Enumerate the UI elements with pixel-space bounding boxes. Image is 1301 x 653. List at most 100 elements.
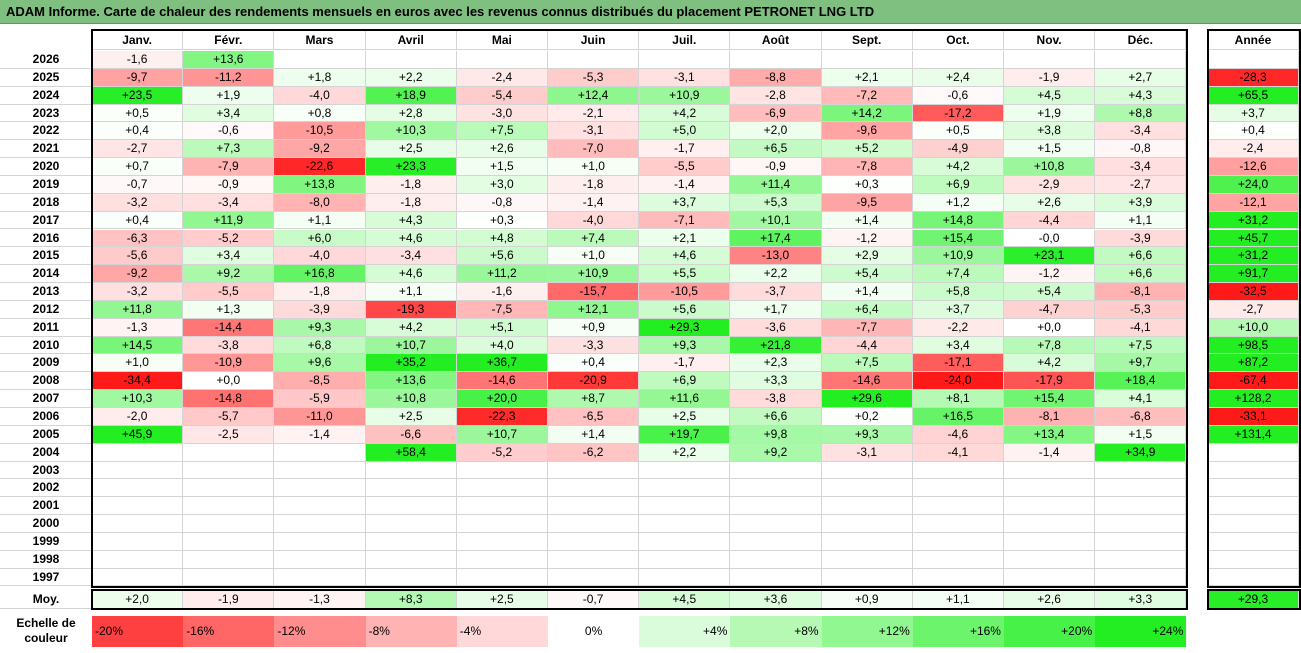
heatmap-cell: +1,9 xyxy=(1004,104,1096,123)
heatmap-cell: -1,4 xyxy=(1004,443,1096,462)
heatmap-cell: -1,2 xyxy=(821,229,913,248)
heatmap-cell: -6,8 xyxy=(1095,408,1187,426)
heatmap-cell: -2,7 xyxy=(1095,175,1187,194)
heatmap-cell: +3,0 xyxy=(456,175,548,194)
heatmap-cell: -1,4 xyxy=(639,175,731,194)
heatmap-cell: +0,4 xyxy=(548,354,640,373)
annual-cell: -2,7 xyxy=(1208,300,1299,319)
month-header: Janv. xyxy=(92,30,184,50)
heatmap-cell: +9,3 xyxy=(639,336,731,355)
heatmap-cell xyxy=(821,515,913,533)
heatmap-cell: -2,5 xyxy=(183,425,275,444)
heatmap-cell: -1,2 xyxy=(1004,265,1096,284)
heatmap-cell xyxy=(456,479,548,498)
heatmap-cell: -6,6 xyxy=(365,425,457,444)
heatmap-cell xyxy=(821,461,913,480)
heatmap-cell: -3,6 xyxy=(730,318,822,337)
heatmap-cell: -3,3 xyxy=(548,336,640,355)
month-header: Nov. xyxy=(1004,30,1096,50)
heatmap-cell: +10,9 xyxy=(639,86,731,105)
heatmap-cell: +2,5 xyxy=(365,408,457,426)
heatmap-cell: -14,8 xyxy=(183,390,275,408)
heatmap-cell: -3,8 xyxy=(183,336,275,355)
heatmap-cell: +0,5 xyxy=(912,122,1004,141)
heatmap-cell: -11,2 xyxy=(183,68,275,87)
heatmap-cell: -4,9 xyxy=(912,140,1004,159)
year-label: 2002 xyxy=(0,479,92,498)
heatmap-cell: -24,0 xyxy=(912,372,1004,391)
heatmap-cell: +1,5 xyxy=(456,158,548,176)
color-scale-swatch: +8% xyxy=(730,616,822,647)
heatmap-cell: -1,8 xyxy=(548,175,640,194)
heatmap-cell: +15,4 xyxy=(1004,390,1096,408)
heatmap-cell: +0,0 xyxy=(1004,318,1096,337)
heatmap-cell xyxy=(730,51,822,69)
heatmap-cell: +3,8 xyxy=(1004,122,1096,141)
year-label: 2019 xyxy=(0,175,92,194)
year-label: 2006 xyxy=(0,408,92,426)
average-cell: +8,3 xyxy=(365,590,457,609)
heatmap-cell: -7,5 xyxy=(456,300,548,319)
heatmap-cell: -17,1 xyxy=(912,354,1004,373)
heatmap-cell xyxy=(274,497,366,516)
annual-cell xyxy=(1208,461,1299,480)
heatmap-cell xyxy=(274,515,366,533)
heatmap-cell xyxy=(1095,479,1187,498)
heatmap-cell: +5,0 xyxy=(639,122,731,141)
annual-cell: -28,3 xyxy=(1208,68,1299,87)
year-label: 2011 xyxy=(0,318,92,337)
annual-cell: +31,2 xyxy=(1208,211,1299,230)
heatmap-cell: +13,8 xyxy=(274,175,366,194)
heatmap-cell: -9,6 xyxy=(821,122,913,141)
heatmap-cell xyxy=(730,497,822,516)
heatmap-cell: -1,7 xyxy=(639,140,731,159)
heatmap-cell xyxy=(183,443,275,462)
heatmap-cell: +11,4 xyxy=(730,175,822,194)
heatmap-cell: -7,9 xyxy=(183,158,275,176)
annual-cell: +3,7 xyxy=(1208,104,1299,123)
heatmap-cell: +10,9 xyxy=(548,265,640,284)
heatmap-cell: -1,4 xyxy=(274,425,366,444)
heatmap-cell: -3,9 xyxy=(274,300,366,319)
heatmap-cell: -5,2 xyxy=(183,229,275,248)
heatmap-cell xyxy=(548,550,640,569)
heatmap-cell: +9,6 xyxy=(274,354,366,373)
heatmap-cell: +10,3 xyxy=(92,390,184,408)
year-label: 2007 xyxy=(0,390,92,408)
heatmap-cell: -11,0 xyxy=(274,408,366,426)
heatmap-cell: -17,2 xyxy=(912,104,1004,123)
heatmap-cell: -5,4 xyxy=(456,86,548,105)
heatmap-cell: -8,1 xyxy=(1095,283,1187,301)
heatmap-cell: +0,3 xyxy=(456,211,548,230)
heatmap-cell: +2,5 xyxy=(365,140,457,159)
heatmap-cell: +4,6 xyxy=(639,247,731,266)
heatmap-cell: +14,8 xyxy=(912,211,1004,230)
heatmap-cell: +12,1 xyxy=(548,300,640,319)
heatmap-cell: +2,5 xyxy=(639,408,731,426)
heatmap-cell: +4,3 xyxy=(365,211,457,230)
year-label: 2018 xyxy=(0,193,92,212)
heatmap-cell xyxy=(365,479,457,498)
heatmap-cell: +17,4 xyxy=(730,229,822,248)
heatmap-cell: +4,8 xyxy=(456,229,548,248)
year-label: 1998 xyxy=(0,550,92,569)
heatmap-cell: -1,3 xyxy=(92,318,184,337)
month-header: Déc. xyxy=(1095,30,1187,50)
heatmap-cell: -1,7 xyxy=(639,354,731,373)
heatmap-cell: +7,5 xyxy=(821,354,913,373)
heatmap-cell: -10,9 xyxy=(183,354,275,373)
heatmap-cell: -3,0 xyxy=(456,104,548,123)
heatmap-cell xyxy=(183,550,275,569)
heatmap-cell xyxy=(821,550,913,569)
average-label: Moy. xyxy=(0,590,92,609)
heatmap-cell: +2,9 xyxy=(821,247,913,266)
heatmap-cell xyxy=(456,51,548,69)
heatmap-cell: +4,6 xyxy=(365,265,457,284)
heatmap-cell xyxy=(639,497,731,516)
heatmap-cell: +9,3 xyxy=(821,425,913,444)
heatmap-cell: +5,4 xyxy=(821,265,913,284)
heatmap-cell: -1,4 xyxy=(548,193,640,212)
heatmap-cell: +5,2 xyxy=(821,140,913,159)
heatmap-cell xyxy=(730,532,822,551)
annual-cell: -2,4 xyxy=(1208,140,1299,159)
